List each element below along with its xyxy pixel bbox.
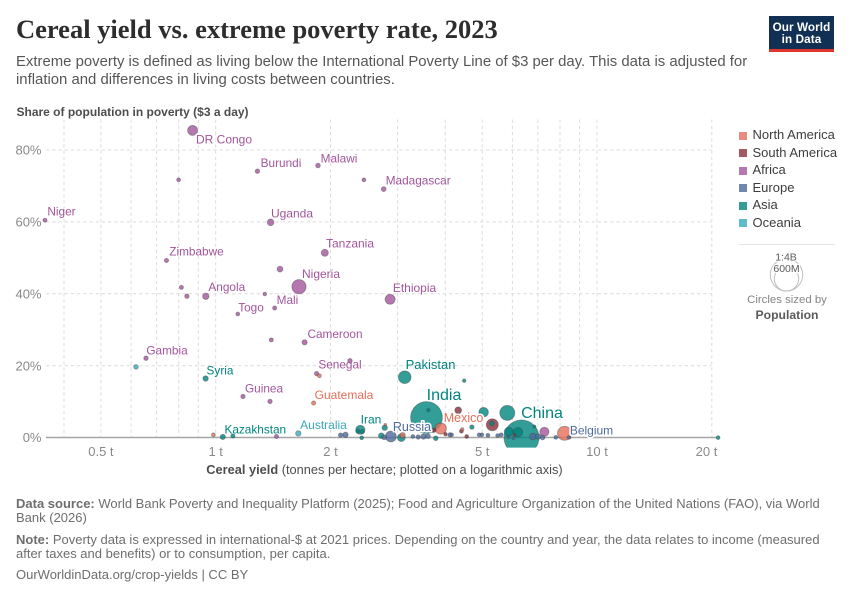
svg-text:Angola: Angola: [208, 280, 245, 294]
svg-text:600M: 600M: [773, 263, 799, 275]
svg-text:Gambia: Gambia: [146, 344, 188, 358]
svg-text:Pakistan: Pakistan: [406, 357, 456, 372]
svg-text:Malawi: Malawi: [321, 152, 358, 166]
svg-text:Iran: Iran: [361, 413, 382, 427]
svg-text:China: China: [521, 405, 563, 422]
svg-text:10 t: 10 t: [586, 444, 608, 459]
svg-text:Tanzania: Tanzania: [326, 237, 374, 251]
svg-text:2 t: 2 t: [323, 444, 338, 459]
svg-text:Australia: Australia: [300, 418, 347, 432]
svg-text:Niger: Niger: [47, 205, 75, 219]
svg-text:Togo: Togo: [238, 301, 264, 315]
svg-text:Kazakhstan: Kazakhstan: [224, 422, 286, 436]
svg-text:1 t: 1 t: [208, 444, 223, 459]
svg-text:Guatemala: Guatemala: [315, 388, 374, 402]
svg-text:Guinea: Guinea: [245, 382, 283, 396]
svg-text:Mali: Mali: [277, 293, 299, 307]
svg-text:Zimbabwe: Zimbabwe: [169, 245, 224, 259]
svg-text:Ethiopia: Ethiopia: [393, 281, 437, 295]
svg-text:Nigeria: Nigeria: [302, 267, 340, 281]
svg-text:Syria: Syria: [207, 364, 234, 378]
svg-text:60%: 60%: [15, 215, 41, 230]
svg-text:80%: 80%: [15, 143, 41, 158]
svg-text:Uganda: Uganda: [271, 207, 313, 221]
svg-text:20%: 20%: [15, 358, 41, 373]
svg-text:0.5 t: 0.5 t: [88, 444, 114, 459]
svg-text:1:4B: 1:4B: [775, 252, 797, 264]
svg-text:40%: 40%: [15, 286, 41, 301]
svg-text:Belgium: Belgium: [570, 424, 613, 438]
svg-text:20 t: 20 t: [696, 444, 718, 459]
svg-text:Burundi: Burundi: [261, 156, 302, 170]
svg-text:Senegal: Senegal: [318, 358, 361, 372]
svg-text:India: India: [427, 387, 462, 404]
svg-text:0%: 0%: [23, 430, 42, 445]
svg-text:Russia: Russia: [393, 420, 431, 434]
svg-text:Madagascar: Madagascar: [386, 174, 451, 188]
svg-text:5 t: 5 t: [475, 444, 490, 459]
svg-text:Mexico: Mexico: [444, 411, 484, 425]
svg-text:DR Congo: DR Congo: [196, 133, 252, 147]
svg-text:Cameroon: Cameroon: [307, 327, 362, 341]
